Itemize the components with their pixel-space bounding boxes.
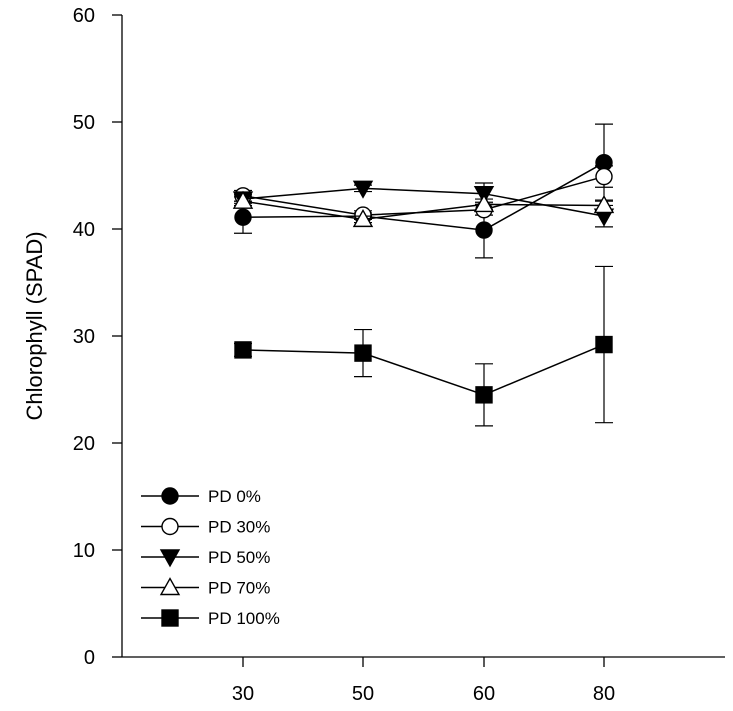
legend-item-pd-50: PD 50%	[141, 548, 270, 568]
x-tick-label: 50	[352, 683, 374, 705]
data-point	[475, 221, 493, 239]
y-tick-label: 20	[73, 433, 95, 455]
legend-item-pd-70: PD 70%	[141, 577, 270, 598]
x-tick-label: 60	[473, 683, 495, 705]
legend-item-pd-100: PD 100%	[141, 609, 280, 628]
data-point	[234, 208, 252, 226]
data-point	[352, 208, 374, 228]
axes: 0 10 20 30 40 50 60 30 50 60 80 Chlorophyll (SPAD)	[22, 5, 725, 705]
plot-area	[232, 123, 615, 427]
legend-marker	[161, 487, 179, 505]
y-tick-label: 30	[73, 326, 95, 348]
series-line	[242, 162, 605, 231]
series-line	[242, 343, 605, 396]
legend-label: PD 50%	[208, 548, 270, 567]
y-tick-label: 10	[73, 540, 95, 562]
y-tick-label: 60	[73, 5, 95, 27]
data-point	[595, 335, 613, 354]
data-point	[232, 190, 254, 209]
data-point	[234, 341, 252, 359]
series-pd-100	[234, 265, 613, 427]
legend-label: PD 0%	[208, 487, 261, 506]
legend-label: PD 100%	[208, 609, 280, 628]
series-line	[242, 200, 605, 221]
legend-label: PD 70%	[208, 579, 270, 598]
legend-label: PD 30%	[208, 518, 270, 537]
data-point	[352, 180, 374, 199]
data-point	[475, 386, 493, 404]
legend-item-pd-30: PD 30%	[141, 518, 270, 537]
series-pd-70	[232, 190, 615, 228]
data-point	[595, 167, 613, 186]
y-tick-label: 0	[84, 647, 95, 669]
x-tick-label: 80	[593, 683, 615, 705]
legend-marker	[159, 577, 181, 596]
legend-marker	[159, 549, 181, 568]
x-tick-label: 30	[232, 683, 254, 705]
legend: PD 0% PD 30% PD 50% PD 70% PD 100%	[141, 487, 280, 628]
legend-marker	[161, 517, 179, 536]
data-point	[473, 193, 495, 213]
data-point	[593, 195, 615, 214]
y-tick-label: 40	[73, 219, 95, 241]
data-point	[354, 344, 372, 362]
y-axis-title: Chlorophyll (SPAD)	[22, 231, 47, 420]
y-tick-label: 50	[73, 112, 95, 134]
legend-item-pd-0: PD 0%	[141, 487, 261, 506]
legend-marker	[161, 609, 179, 627]
